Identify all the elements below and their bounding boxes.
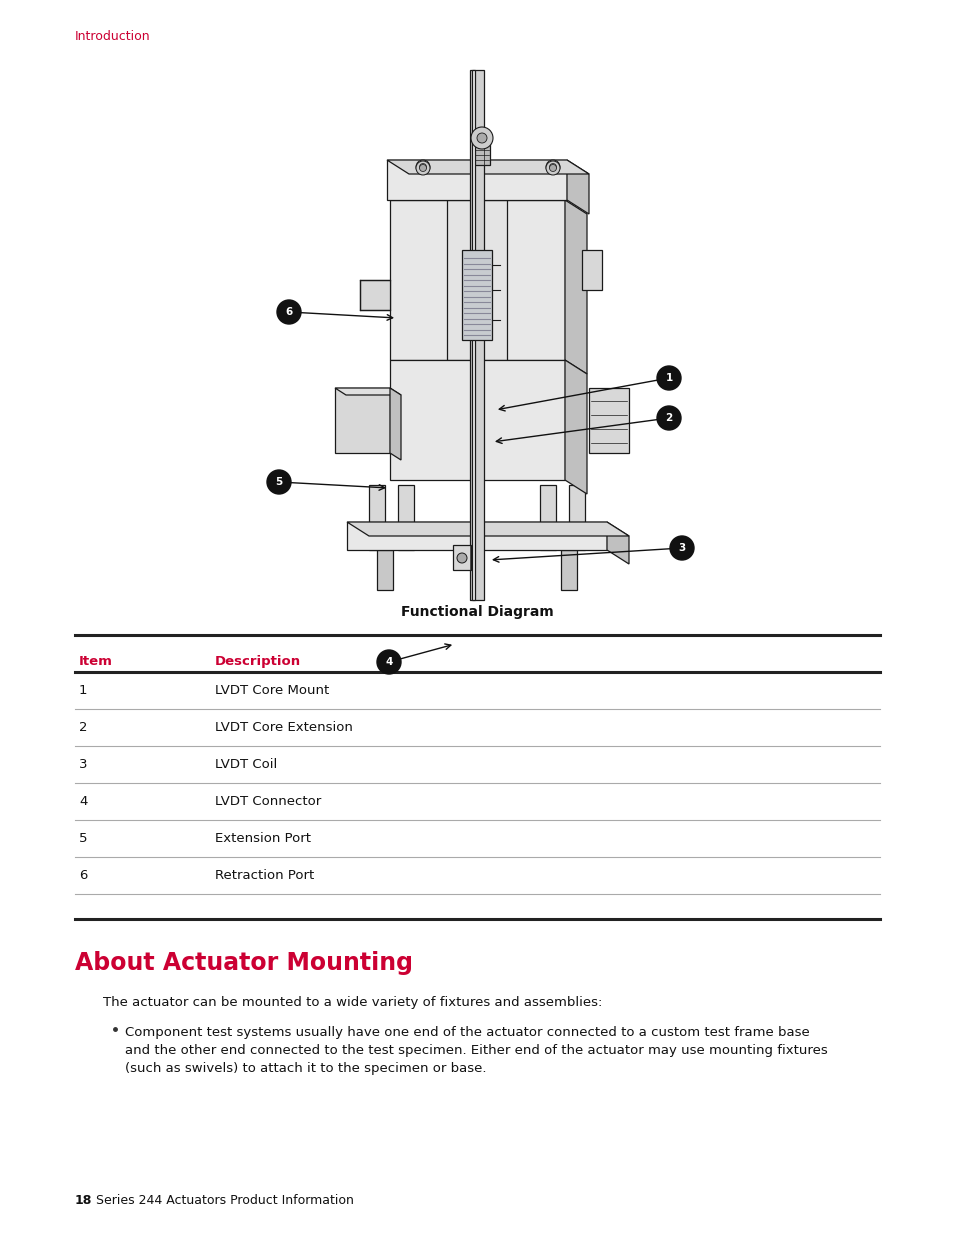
Circle shape: [545, 161, 559, 174]
Bar: [397, 485, 414, 550]
Text: 1: 1: [79, 684, 88, 697]
Text: 3: 3: [678, 543, 685, 553]
Polygon shape: [335, 388, 400, 395]
Text: Series 244 Actuators Product Information: Series 244 Actuators Product Information: [88, 1194, 354, 1207]
Bar: [359, 280, 390, 310]
Polygon shape: [564, 359, 586, 494]
Bar: [588, 388, 628, 453]
Bar: [387, 161, 566, 200]
Circle shape: [276, 300, 301, 324]
Bar: [447, 200, 506, 359]
Bar: [472, 70, 475, 600]
Bar: [390, 359, 564, 480]
Bar: [581, 249, 601, 290]
Polygon shape: [566, 161, 588, 214]
Circle shape: [657, 406, 680, 430]
Text: (such as swivels) to attach it to the specimen or base.: (such as swivels) to attach it to the sp…: [125, 1062, 486, 1074]
Bar: [568, 485, 584, 550]
Text: Item: Item: [79, 655, 112, 668]
Text: About Actuator Mounting: About Actuator Mounting: [75, 951, 413, 974]
Circle shape: [456, 553, 467, 563]
Text: 4: 4: [385, 657, 393, 667]
Text: 6: 6: [285, 308, 293, 317]
Text: 1: 1: [664, 373, 672, 383]
Text: Functional Diagram: Functional Diagram: [400, 605, 553, 619]
Circle shape: [545, 161, 559, 175]
Bar: [369, 485, 385, 550]
Polygon shape: [387, 161, 588, 174]
Text: Component test systems usually have one end of the actuator connected to a custo: Component test systems usually have one …: [125, 1026, 809, 1039]
Circle shape: [549, 163, 556, 170]
Text: LVDT Core Extension: LVDT Core Extension: [214, 721, 353, 734]
Text: LVDT Coil: LVDT Coil: [214, 758, 277, 771]
Circle shape: [419, 164, 426, 172]
Circle shape: [416, 161, 430, 175]
Polygon shape: [390, 388, 400, 459]
Text: Introduction: Introduction: [75, 30, 151, 43]
Text: Retraction Port: Retraction Port: [214, 869, 314, 882]
Bar: [453, 545, 471, 571]
Text: 2: 2: [664, 412, 672, 424]
Text: 5: 5: [79, 832, 88, 845]
Text: LVDT Connector: LVDT Connector: [214, 795, 321, 808]
Polygon shape: [606, 522, 628, 564]
Polygon shape: [564, 200, 586, 374]
Circle shape: [416, 161, 430, 174]
Bar: [376, 550, 393, 590]
Text: 6: 6: [79, 869, 88, 882]
Text: 2: 2: [79, 721, 88, 734]
Text: 4: 4: [79, 795, 88, 808]
Polygon shape: [347, 522, 628, 536]
Text: 18: 18: [75, 1194, 92, 1207]
Circle shape: [657, 366, 680, 390]
Bar: [335, 388, 390, 453]
Circle shape: [549, 164, 556, 172]
Text: 5: 5: [275, 477, 282, 487]
Bar: [347, 522, 606, 550]
Text: 3: 3: [79, 758, 88, 771]
Bar: [474, 135, 490, 165]
Text: and the other end connected to the test specimen. Either end of the actuator may: and the other end connected to the test …: [125, 1044, 827, 1057]
Bar: [397, 200, 414, 359]
Circle shape: [419, 163, 426, 170]
Circle shape: [471, 127, 493, 149]
Bar: [539, 485, 556, 550]
Text: Extension Port: Extension Port: [214, 832, 311, 845]
Text: LVDT Core Mount: LVDT Core Mount: [214, 684, 329, 697]
Circle shape: [267, 471, 291, 494]
Bar: [539, 200, 556, 359]
Text: The actuator can be mounted to a wide variety of fixtures and assemblies:: The actuator can be mounted to a wide va…: [103, 995, 601, 1009]
Bar: [470, 70, 483, 600]
Bar: [461, 249, 492, 340]
Circle shape: [476, 133, 486, 143]
Bar: [390, 200, 564, 359]
Circle shape: [669, 536, 693, 559]
Text: Description: Description: [214, 655, 301, 668]
Circle shape: [376, 650, 400, 674]
Bar: [560, 550, 577, 590]
